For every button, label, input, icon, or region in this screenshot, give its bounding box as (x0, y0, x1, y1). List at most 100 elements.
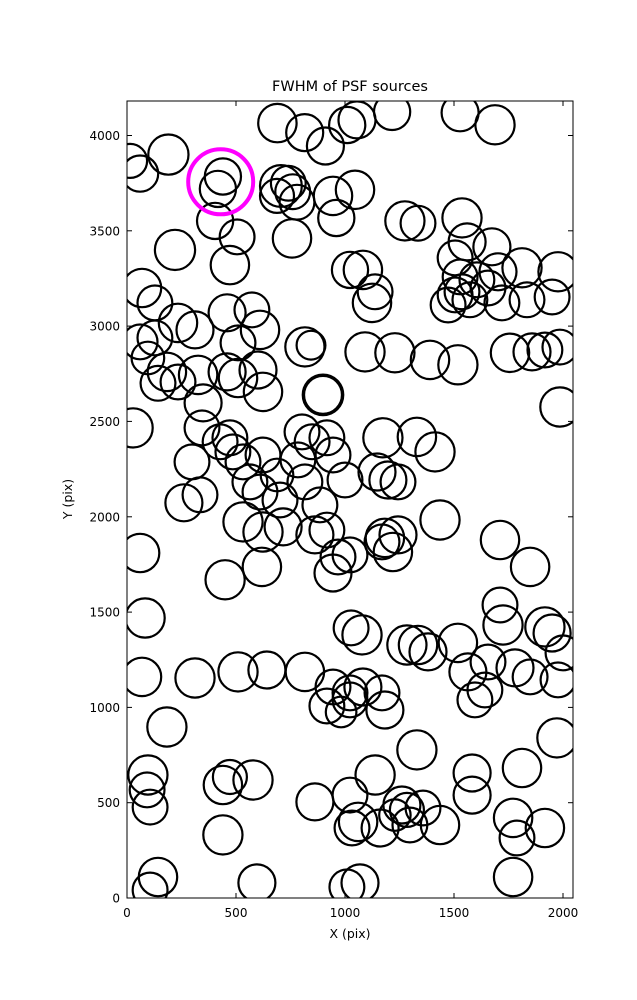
psf-circle (396, 729, 438, 771)
psf-circle (258, 164, 303, 209)
psf-circle (331, 674, 369, 712)
psf-circle (469, 269, 507, 307)
psf-circle (127, 142, 149, 179)
psf-circle (202, 814, 244, 856)
psf-circle (501, 247, 543, 289)
psf-circle (331, 681, 369, 719)
psf-circle (466, 671, 504, 709)
psf-circle (242, 511, 284, 553)
psf-circle (127, 154, 160, 193)
x-tick-label: 500 (225, 906, 248, 920)
psf-circle (479, 519, 521, 561)
psf-circle (368, 460, 408, 500)
psf-circle (419, 804, 461, 846)
psf-circle (524, 807, 566, 849)
psf-circle (489, 332, 531, 374)
psf-circle (238, 350, 278, 390)
psf-circle (397, 624, 439, 666)
psf-circle (222, 501, 264, 543)
psf-circle (337, 101, 377, 140)
psf-circle (284, 651, 326, 693)
psf-circle (177, 354, 219, 396)
psf-circle (343, 667, 383, 707)
psf-circle (482, 604, 524, 646)
psf-circle (511, 658, 549, 696)
psf-circle (408, 632, 448, 672)
psf-circle (456, 681, 494, 719)
psf-circle (443, 273, 481, 311)
psf-circle (441, 258, 479, 296)
x-tick-label: 1500 (439, 906, 470, 920)
psf-circle (202, 764, 244, 806)
psf-circle (492, 856, 534, 898)
psf-circle (239, 309, 281, 351)
psf-circle (128, 771, 166, 809)
psf-circle (263, 507, 303, 547)
psf-circle (278, 183, 316, 221)
psf-circle (379, 463, 417, 501)
psf-circle (342, 249, 384, 291)
psf-circle (365, 690, 405, 730)
y-tick-label: 1500 (89, 606, 120, 620)
psf-circle (139, 364, 177, 402)
psf-circle (337, 801, 379, 843)
psf-circle (183, 383, 223, 423)
psf-circle (419, 499, 461, 541)
y-tick-label: 3000 (89, 320, 120, 334)
psf-circle (219, 324, 257, 362)
psf-circle (414, 431, 456, 473)
psf-circle (271, 218, 313, 259)
psf-circle (452, 753, 492, 793)
psf-circle (429, 286, 467, 324)
psf-circle (374, 332, 416, 374)
psf-circle (331, 776, 369, 814)
psf-circle (378, 798, 412, 832)
psf-circle (334, 169, 376, 211)
psf-circle (363, 523, 401, 561)
psf-circle (295, 782, 335, 822)
psf-circle (437, 344, 479, 386)
psf-circle (404, 789, 442, 827)
psf-circle (175, 310, 215, 350)
psf-circle (483, 284, 521, 322)
psf-circle (388, 791, 425, 829)
psf-circle (211, 419, 249, 457)
psf-circle (313, 553, 353, 593)
x-tick-label: 1000 (330, 906, 361, 920)
psf-circle (384, 200, 426, 242)
psf-circle (317, 198, 356, 238)
psf-circle (127, 407, 154, 449)
psf-circle (539, 661, 573, 699)
psf-circle (127, 267, 163, 309)
psf-circle (508, 281, 546, 319)
psf-circle (181, 476, 219, 514)
psf-circle (173, 443, 211, 481)
psf-circle (441, 197, 483, 239)
psf-circle (237, 863, 277, 898)
psf-sources-layer (127, 101, 573, 898)
psf-circle (341, 614, 383, 656)
psf-circle (247, 650, 287, 690)
psf-circle (509, 546, 551, 588)
psf-circle (440, 101, 480, 133)
psf-circle (492, 797, 534, 839)
psf-circle (447, 222, 487, 262)
axes-layer: 0 500 1000 1500 2000 0 500 1000 1500 2000 2500 3000… (89, 100, 578, 920)
psf-circle (360, 808, 400, 848)
psf-circle (131, 871, 169, 898)
y-tick-label: 500 (97, 796, 120, 810)
psf-circle (351, 282, 393, 324)
psf-circle (324, 695, 358, 729)
psf-circle (174, 657, 216, 699)
psf-circle (524, 606, 566, 648)
psf-circle (157, 302, 199, 344)
psf-circle (363, 674, 401, 712)
psf-circle (233, 291, 271, 329)
psf-circle (305, 126, 345, 166)
psf-circle (386, 624, 428, 666)
psf-circle (356, 273, 394, 311)
psf-circle (207, 293, 247, 333)
psf-circle (211, 758, 248, 796)
